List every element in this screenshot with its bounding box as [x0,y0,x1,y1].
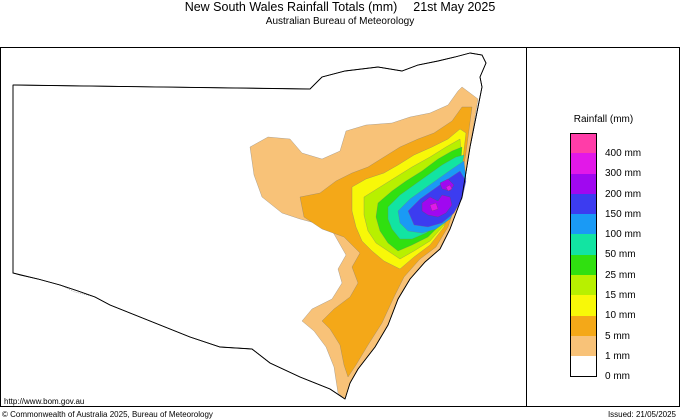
map-subtitle: Australian Bureau of Meteorology [265,16,415,27]
south-border [12,85,346,400]
rain-300mm-cell [429,202,439,212]
legend-divider [526,47,527,407]
copyright-text: © Commonwealth of Australia 2025, Bureau… [2,410,213,419]
legend-row: 200 mm [570,173,670,199]
legend-row: 5 mm [570,315,670,341]
legend-label: 300 mm [605,168,642,180]
rainfall-legend: 400 mm 300 mm 200 mm 150 mm 100 mm 50 mm 25 mm… [570,133,670,382]
source-url[interactable]: http://www.bom.gov.au [4,397,85,406]
legend-label: 0 mm [605,371,630,383]
legend-swatch [570,193,597,215]
legend-label: 5 mm [605,330,630,342]
title-date: 21st May 2025 [413,0,496,14]
legend-label: 15 mm [605,290,636,302]
legend-label: 25 mm [605,269,636,281]
legend-row: 25 mm [570,254,670,280]
legend-swatch [570,356,597,377]
legend-swatch [570,335,597,357]
issued-date: Issued: 21/05/2025 [607,410,676,419]
legend-swatch [570,133,597,154]
legend-swatch [570,173,597,194]
legend-row: 100 mm [570,214,670,240]
legend-row: 15 mm [570,275,670,301]
legend-label: 1 mm [605,350,630,362]
legend-swatch [570,214,597,235]
legend-label: 200 mm [605,188,642,200]
legend-title: Rainfall (mm) [573,114,634,125]
legend-row: 0 mm [570,356,670,382]
legend-swatch [570,275,597,296]
legend-row: 1 mm [570,335,670,361]
legend-swatch [570,254,597,276]
legend-label: 50 mm [605,249,636,261]
legend-swatch [570,153,597,174]
legend-row: 400 mm [570,133,670,159]
legend-swatch [570,295,597,316]
legend-row: 10 mm [570,295,670,321]
legend-row: 150 mm [570,193,670,219]
legend-row: 50 mm [570,234,670,260]
legend-swatch [570,234,597,255]
coastline [344,52,487,400]
legend-row: 300 mm [570,153,670,179]
legend-swatch [570,315,597,336]
legend-label: 150 mm [605,208,642,220]
map-title: New South Wales Rainfall Totals (mm) 21st… [0,0,680,14]
rainfall-map [12,52,487,400]
legend-label: 100 mm [605,229,642,241]
north-border [12,52,471,90]
title-text: New South Wales Rainfall Totals (mm) [184,0,398,14]
legend-label: 10 mm [605,310,636,322]
legend-label: 400 mm [605,148,642,159]
rain-300mm-cell [445,184,453,192]
